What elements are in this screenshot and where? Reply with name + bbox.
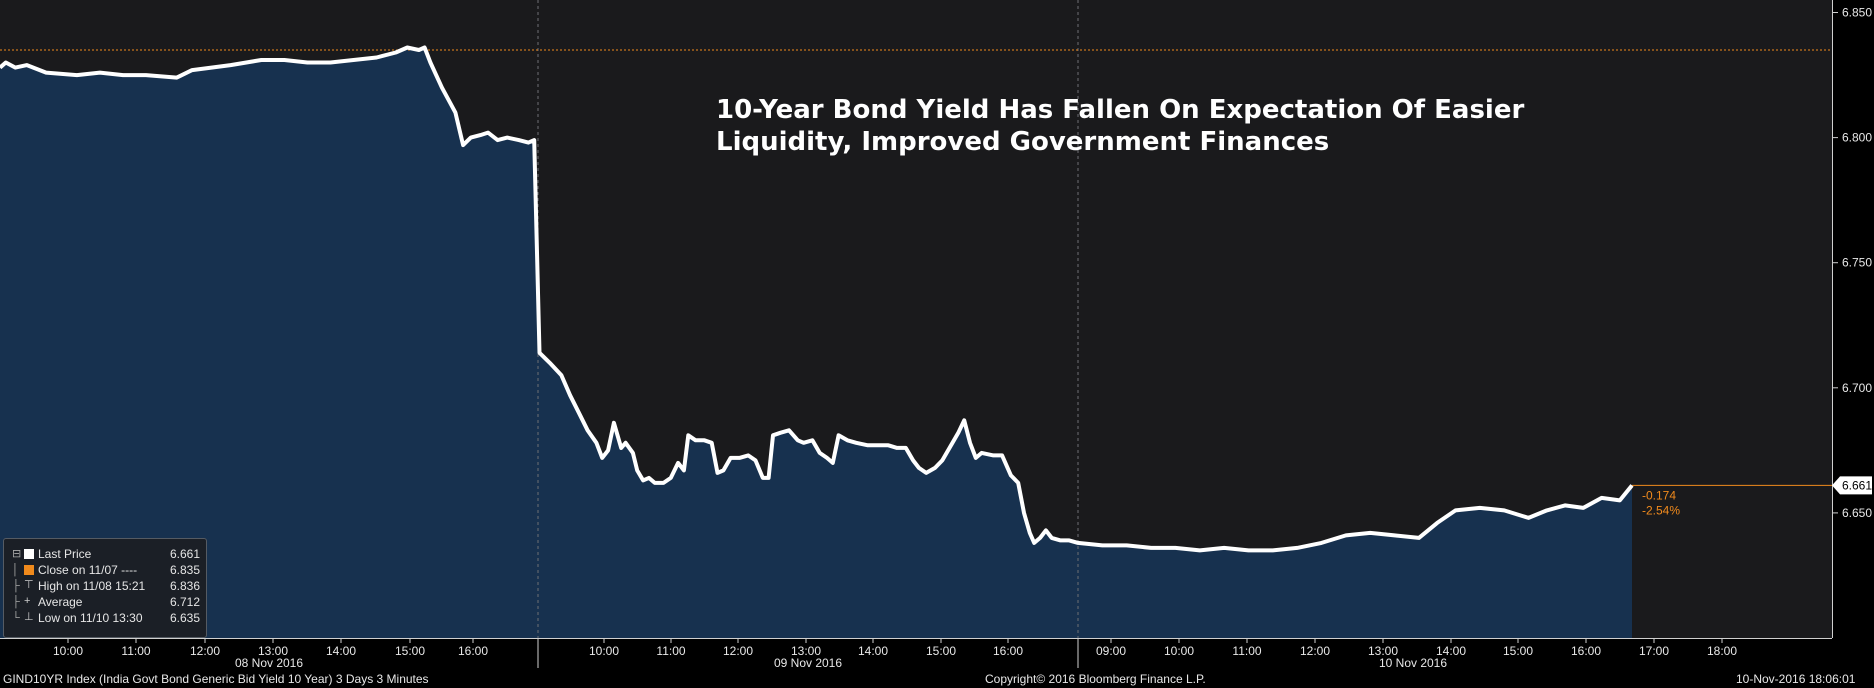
yield-line (0, 45, 1634, 553)
y-tick-label: 6.850 (1842, 6, 1872, 20)
white-square-icon (24, 549, 34, 559)
y-tick-label: 6.650 (1842, 506, 1872, 520)
y-axis-area (1832, 0, 1874, 668)
footer-timestamp: 10-Nov-2016 18:06:01 (1736, 672, 1856, 686)
x-tick-label: 12:00 (723, 644, 753, 658)
orange-square-icon (24, 565, 34, 575)
x-tick-label: 14:00 (1436, 644, 1466, 658)
legend-label: Average (38, 595, 83, 609)
x-tick-label: 09:00 (1096, 644, 1126, 658)
legend-label: High on 11/08 15:21 (38, 579, 146, 593)
legend-value: 6.836 (169, 579, 200, 593)
legend-value: 6.661 (169, 547, 200, 561)
x-tick-label: 14:00 (858, 644, 888, 658)
x-tick-label: 11:00 (656, 644, 685, 658)
x-tick-label: 10:00 (1164, 644, 1194, 658)
chart-title: 10-Year Bond Yield Has Fallen On Expecta… (716, 94, 1524, 158)
yield-area (0, 47, 1632, 638)
y-tick-label: 6.800 (1842, 131, 1872, 145)
x-tick-label: 12:00 (190, 644, 220, 658)
x-tick-label: 12:00 (1300, 644, 1330, 658)
x-date-label: 10 Nov 2016 (1379, 656, 1447, 670)
tree-branch-icon: ├ (12, 596, 20, 608)
x-tick-label: 18:00 (1707, 644, 1737, 658)
change-absolute: -0.174 (1642, 488, 1676, 502)
x-date-label: 08 Nov 2016 (235, 656, 303, 670)
x-tick-label: 10:00 (589, 644, 619, 658)
x-axis-area (0, 638, 1874, 688)
chart-title-line-1: 10-Year Bond Yield Has Fallen On Expecta… (716, 95, 1525, 125)
legend-row-high: ├ ⊤ High on 11/08 15:21 6.836 (12, 579, 200, 594)
x-tick-label: 16:00 (458, 644, 488, 658)
legend-row-average: ├ + Average 6.712 (12, 595, 200, 610)
legend-value: 6.712 (169, 595, 200, 609)
last-value-badge: 6.661 (1832, 476, 1872, 495)
legend: ⊟ Last Price 6.661 │ Close on 11/07 ----… (3, 538, 207, 638)
last-value-label: 6.661 (1842, 478, 1872, 492)
tree-line-icon: │ (12, 564, 19, 576)
legend-label: Low on 11/10 13:30 (38, 611, 143, 625)
change-percent: -2.54% (1642, 503, 1680, 517)
legend-label: Close on 11/07 ---- (38, 563, 138, 577)
x-tick-label: 15:00 (395, 644, 425, 658)
x-tick-label: 15:00 (1503, 644, 1533, 658)
x-tick-label: 14:00 (326, 644, 356, 658)
tree-end-icon: └ (12, 612, 20, 624)
y-tick-label: 6.750 (1842, 256, 1872, 270)
x-tick-label: 16:00 (1571, 644, 1601, 658)
x-tick-label: 11:00 (121, 644, 150, 658)
x-tick-label: 13:00 (1368, 644, 1398, 658)
x-tick-label: 15:00 (926, 644, 956, 658)
x-tick-label: 17:00 (1639, 644, 1669, 658)
legend-value: 6.635 (169, 611, 200, 625)
average-marker-icon: + (24, 595, 31, 607)
footer-series-description: GIND10YR Index (India Govt Bond Generic … (3, 672, 429, 686)
x-tick-label: 13:00 (791, 644, 821, 658)
expand-icon: ⊟ (12, 548, 22, 560)
low-marker-icon: ⊥ (24, 611, 34, 623)
legend-row-last-price: ⊟ Last Price 6.661 (12, 547, 200, 562)
x-tick-label: 11:00 (1232, 644, 1261, 658)
footer-copyright: Copyright© 2016 Bloomberg Finance L.P. (985, 672, 1206, 686)
x-date-label: 09 Nov 2016 (774, 656, 842, 670)
high-marker-icon: ⊤ (24, 579, 34, 591)
legend-row-close: │ Close on 11/07 ---- 6.835 (12, 563, 200, 578)
y-tick-label: 6.700 (1842, 381, 1872, 395)
chart-title-line-2: Liquidity, Improved Government Finances (716, 127, 1330, 157)
x-tick-label: 13:00 (258, 644, 288, 658)
tree-branch-icon: ├ (12, 580, 20, 592)
legend-value: 6.835 (169, 563, 200, 577)
x-tick-label: 16:00 (993, 644, 1023, 658)
last-value-badge-shape (1832, 476, 1872, 495)
legend-row-low: └ ⊥ Low on 11/10 13:30 6.635 (12, 611, 200, 626)
legend-label: Last Price (38, 547, 92, 561)
x-tick-label: 10:00 (53, 644, 83, 658)
